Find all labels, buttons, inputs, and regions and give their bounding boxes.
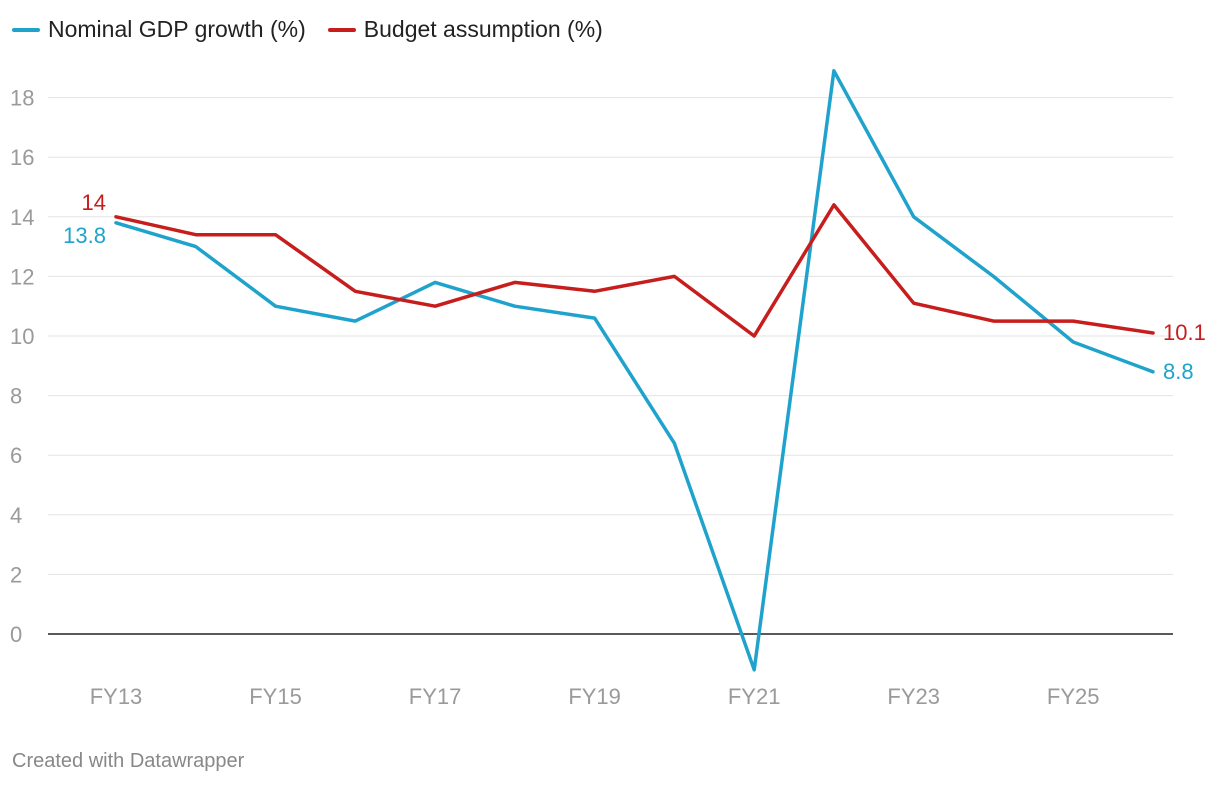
footer-credit: Created with Datawrapper: [12, 750, 245, 772]
x-axis-ticks: FY13 FY15 FY17 FY19 FY21 FY23 FY25: [90, 684, 1100, 709]
x-tick-label: FY23: [887, 684, 940, 709]
nominal-gdp-line: [114, 69, 1155, 672]
y-tick-label: 14: [10, 205, 34, 230]
y-tick-label: 4: [10, 503, 22, 528]
data-label-layer: 13.8 8.8 14 10.1: [63, 190, 1206, 384]
nominal-gdp-end-label: 8.8: [1163, 359, 1194, 384]
x-tick-label: FY17: [409, 684, 462, 709]
y-tick-label: 16: [10, 145, 34, 170]
y-tick-label: 12: [10, 264, 34, 289]
x-tick-label: FY15: [249, 684, 302, 709]
y-tick-label: 10: [10, 324, 34, 349]
x-tick-label: FY19: [568, 684, 621, 709]
y-tick-label: 8: [10, 384, 22, 409]
y-tick-label: 0: [10, 622, 22, 647]
legend-swatch-budget-assumption: [327, 27, 356, 32]
legend-item-budget-assumption: Budget assumption (%): [327, 16, 603, 43]
legend-label-nominal-gdp: Nominal GDP growth (%): [48, 16, 306, 42]
legend-label-budget-assumption: Budget assumption (%): [363, 16, 603, 42]
nominal-gdp-start-label: 13.8: [63, 223, 106, 248]
x-tick-label: FY21: [728, 684, 781, 709]
series-layer: [114, 69, 1155, 672]
grid-layer: [48, 97, 1173, 635]
budget-assumption-end-label: 10.1: [1163, 320, 1206, 345]
y-tick-label: 6: [10, 443, 22, 468]
y-tick-label: 18: [10, 86, 34, 111]
y-axis-ticks: 0 2 4 6 8 10 12 14 16 18: [10, 86, 34, 647]
budget-assumption-start-label: 14: [82, 190, 106, 215]
x-tick-label: FY13: [90, 684, 143, 709]
x-tick-label: FY25: [1047, 684, 1100, 709]
legend-item-nominal-gdp: Nominal GDP growth (%): [12, 16, 306, 43]
budget-assumption-line: [114, 203, 1155, 338]
legend-swatch-nominal-gdp: [12, 27, 40, 32]
legend: Nominal GDP growth (%) Budget assumption…: [12, 16, 603, 43]
y-tick-label: 2: [10, 562, 22, 587]
